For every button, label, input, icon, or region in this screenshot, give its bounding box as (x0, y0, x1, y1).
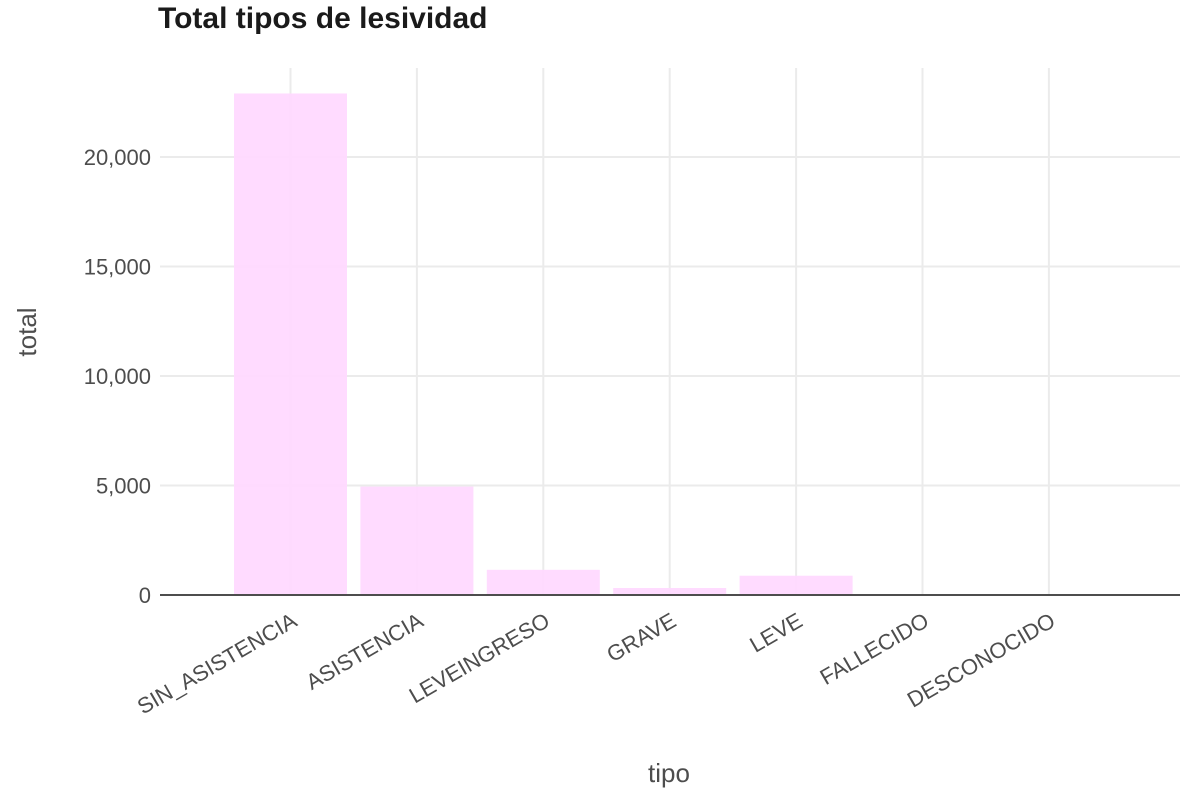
x-tick-label: FALLECIDO (816, 608, 933, 690)
y-axis-title: total (12, 307, 42, 356)
bar-sin-asistencia (234, 93, 347, 596)
bars (234, 93, 1106, 596)
x-tick-label: LEVE (745, 608, 806, 658)
y-tick-labels: 0 5,000 10,000 15,000 20,000 (84, 145, 151, 608)
y-tick-label: 15,000 (84, 255, 151, 280)
y-tick-label: 0 (139, 583, 151, 608)
chart-title: Total tipos de lesividad (158, 2, 488, 35)
bar-leve (739, 575, 853, 595)
y-tick-label: 10,000 (84, 364, 151, 389)
x-axis-title: tipo (648, 758, 690, 788)
x-tick-label: SIN_ASISTENCIA (133, 608, 301, 720)
y-tick-label: 20,000 (84, 145, 151, 170)
y-tick-label: 5,000 (96, 474, 151, 499)
x-tick-label: GRAVE (602, 608, 680, 667)
bar-grave (613, 587, 727, 595)
bar-asistencia (360, 486, 474, 595)
bar-leveingreso (486, 569, 600, 595)
x-tick-label: ASISTENCIA (302, 608, 428, 695)
x-tick-label: LEVEINGRESO (405, 608, 554, 709)
